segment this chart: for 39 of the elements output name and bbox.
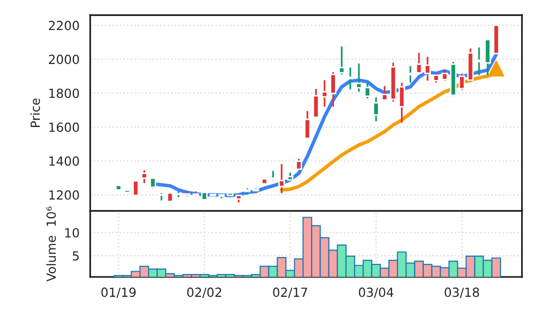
x-tick-label: 03/18 (444, 288, 480, 298)
candlestick (356, 62, 362, 93)
y-axis-title: Price (30, 98, 40, 128)
candlestick (407, 65, 414, 84)
candlestick (270, 170, 276, 182)
x-tick-label: 02/17 (273, 288, 308, 298)
x-tick-label: 01/19 (101, 288, 136, 298)
candlestick (424, 56, 431, 82)
y-tick-label: 10 (65, 228, 79, 238)
y-tick-label: 2200 (48, 20, 79, 30)
candlestick (381, 85, 388, 101)
x-tick-label: 02/02 (187, 288, 222, 298)
candlestick (347, 66, 354, 90)
candlestick (416, 52, 422, 74)
candlestick (304, 110, 311, 140)
candlestick (312, 88, 320, 119)
candlestick (158, 192, 165, 202)
x-tick-label: 03/04 (358, 288, 394, 298)
candlestick (338, 45, 345, 76)
y-tick-label: 1200 (49, 190, 79, 200)
y-tick-label: 5 (72, 251, 79, 261)
y-tick-label: 2000 (48, 54, 79, 64)
candlestick (296, 158, 302, 171)
candlestick (484, 38, 491, 76)
candlestick (398, 82, 406, 124)
candlestick (278, 163, 285, 194)
candlestick (364, 82, 371, 100)
candlestick (432, 72, 440, 84)
y-tick-label: 1400 (49, 156, 79, 166)
candlestick (476, 46, 482, 76)
candlestick (458, 72, 466, 91)
y-axis-title: Volume 10⁶ (46, 206, 56, 282)
candlestick (441, 69, 448, 82)
candlestick (141, 169, 148, 184)
candlestick (330, 71, 336, 108)
y-tick-label: 1600 (49, 122, 79, 132)
candlestick (321, 79, 328, 108)
y-tick-label: 1800 (49, 88, 79, 98)
candlestick (372, 96, 380, 122)
